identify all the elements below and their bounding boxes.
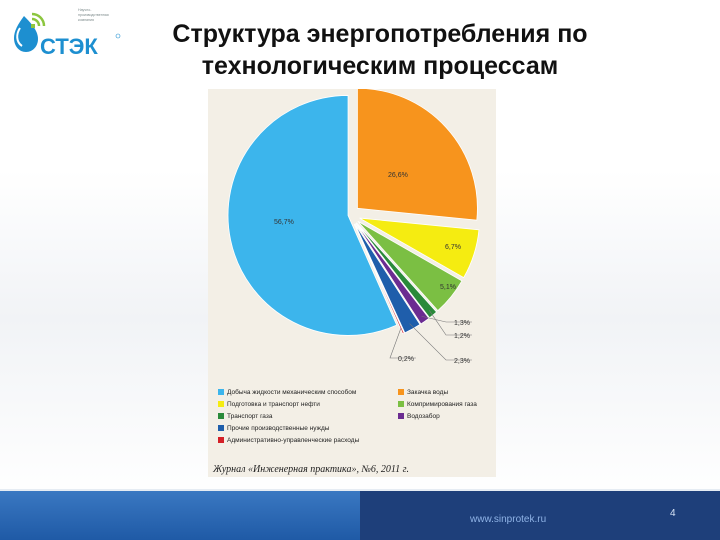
- pie-data-label: 6,7%: [445, 244, 461, 251]
- title-line-2: технологическим процессам: [201, 52, 559, 80]
- legend-label: Прочие производственные нужды: [227, 425, 330, 432]
- legend-label: Закачка воды: [407, 389, 449, 396]
- pie-slice: [357, 89, 478, 221]
- legend-label: Административно-управленческие расходы: [227, 437, 360, 444]
- title-line-1: Структура энергопотребления по: [172, 20, 588, 48]
- pie-leader-line: [421, 315, 472, 323]
- slide-title: Структура энергопотребления по технологи…: [130, 18, 630, 82]
- pie-leader-line: [389, 327, 416, 359]
- footer-bar-right: [360, 491, 720, 540]
- legend-label: Подготовка и транспорт нефти: [227, 401, 320, 408]
- pie-slice: [359, 217, 480, 279]
- legend-item: Водозабор: [398, 413, 440, 420]
- legend-swatch: [218, 401, 224, 407]
- legend-label: Транспорт газа: [227, 413, 273, 420]
- pie-leader-line: [409, 323, 472, 361]
- legend-item: Добыча жидкости механическим способом: [218, 389, 356, 396]
- chart-source: Журнал «Инженерная практика», №6, 2011 г…: [213, 464, 409, 475]
- legend-swatch: [398, 413, 404, 419]
- pie-leader-line: [429, 310, 472, 336]
- pie-data-label: 5,1%: [440, 284, 456, 291]
- legend-item: Прочие производственные нужды: [218, 425, 329, 432]
- legend-swatch: [218, 413, 224, 419]
- logo-graphic: СТЭК: [14, 12, 121, 59]
- pie-data-label: 1,3%: [454, 320, 470, 327]
- logo-caption-line: Научно-: [78, 8, 92, 12]
- legend-item: Подготовка и транспорт нефти: [218, 401, 320, 408]
- pie-data-label: 0,2%: [398, 356, 414, 363]
- footer-url[interactable]: www.sinprotek.ru: [470, 514, 547, 525]
- legend-item: Компримирования газа: [398, 401, 477, 408]
- legend-item: Закачка воды: [398, 389, 448, 396]
- pie-data-label: 26,6%: [388, 172, 408, 179]
- pie-data-label: 2,3%: [454, 358, 470, 365]
- logo-wordmark: СТЭК: [40, 34, 98, 59]
- pie-slice: [354, 223, 421, 334]
- legend-label: Компримирования газа: [407, 401, 477, 408]
- legend-swatch: [218, 425, 224, 431]
- pie-chart: 26,6% 6,7% 5,1% 1,2% 1,3% 2,3% 0,2% 56,7%: [227, 89, 480, 365]
- legend-item: Административно-управленческие расходы: [218, 437, 359, 444]
- logo-caption-line: компания: [78, 18, 94, 22]
- pie-slice: [356, 222, 438, 319]
- logo-caption: Научно- производственная компания: [78, 8, 122, 23]
- legend-label: Добыча жидкости механическим способом: [227, 389, 357, 396]
- footer-divider: [0, 489, 720, 491]
- pie-data-label: 56,7%: [274, 219, 294, 226]
- legend-swatch: [398, 389, 404, 395]
- chart-legend: Добыча жидкости механическим способом Зак…: [218, 389, 498, 459]
- legend-item: Транспорт газа: [218, 413, 272, 420]
- page-number: 4: [670, 508, 676, 519]
- company-logo: СТЭК: [10, 6, 130, 64]
- chart-card: 26,6% 6,7% 5,1% 1,2% 1,3% 2,3% 0,2% 56,7% Добыч…: [208, 89, 496, 477]
- pie-slice: [353, 223, 405, 335]
- pie-slice: [357, 220, 463, 312]
- logo-caption-line: производственная: [78, 13, 109, 17]
- pie-data-label: 1,2%: [454, 333, 470, 340]
- legend-swatch: [218, 437, 224, 443]
- footer-bar-left: [0, 491, 360, 540]
- pie-slice: [227, 95, 398, 336]
- legend-swatch: [398, 401, 404, 407]
- legend-label: Водозабор: [407, 413, 440, 420]
- legend-swatch: [218, 389, 224, 395]
